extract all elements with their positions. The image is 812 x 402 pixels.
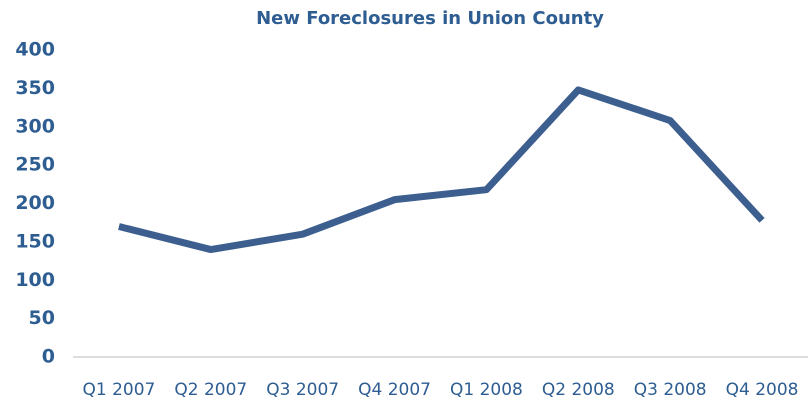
y-tick-label: 150: [15, 230, 55, 252]
x-tick-label: Q2 2007: [174, 380, 247, 400]
line: [118, 86, 765, 254]
x-tick-label: Q4 2007: [358, 380, 431, 400]
y-tick-label: 200: [15, 192, 55, 214]
chart-title: New Foreclosures in Union County: [256, 8, 604, 29]
y-tick-label: 400: [15, 39, 55, 61]
y-tick-label: 350: [15, 77, 55, 99]
y-tick-label: 100: [15, 269, 55, 291]
y-tick-label: 50: [29, 307, 55, 329]
y-tick-label: 0: [42, 346, 55, 368]
x-tick-label: Q4 2008: [726, 380, 799, 400]
x-tick-label: Q1 2008: [450, 380, 523, 400]
x-tick-label: Q3 2008: [634, 380, 707, 400]
x-tick-label: Q1 2007: [83, 380, 156, 400]
x-tick-label: Q2 2008: [542, 380, 615, 400]
x-tick-label: Q3 2007: [266, 380, 339, 400]
y-tick-label: 300: [15, 115, 55, 137]
y-tick-label: 250: [15, 154, 55, 176]
